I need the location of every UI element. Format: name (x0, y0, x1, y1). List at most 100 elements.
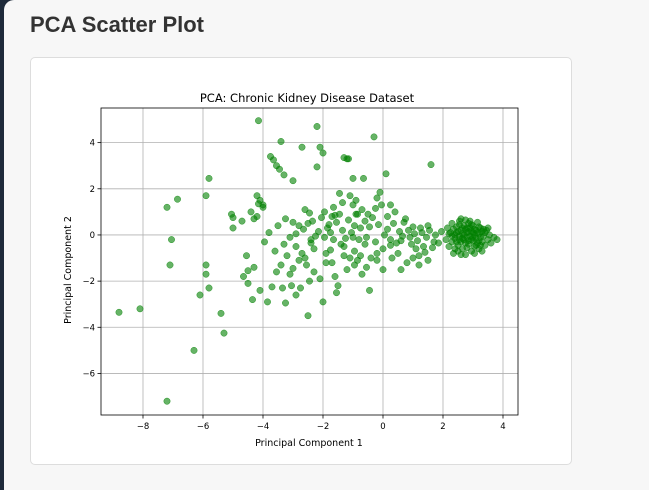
scatter-point (357, 252, 364, 260)
scatter-point (421, 248, 429, 256)
scatter-point (316, 143, 324, 151)
scatter-point (477, 241, 484, 249)
scatter-point (420, 243, 427, 250)
scatter-point (453, 229, 460, 237)
scatter-point (372, 204, 379, 212)
scatter-point (166, 261, 174, 269)
scatter-point (342, 234, 349, 242)
scatter-point (343, 266, 351, 274)
scatter-point (382, 170, 390, 178)
scatter-point (220, 329, 228, 337)
scatter-point (327, 229, 334, 237)
scatter-point (289, 218, 297, 226)
scatter-point (423, 233, 430, 241)
scatter-points (115, 117, 501, 405)
scatter-point (319, 149, 327, 157)
scatter-point (297, 284, 304, 292)
x-tick-label: 0 (380, 422, 385, 432)
scatter-point (240, 273, 247, 280)
scatter-point (448, 232, 456, 240)
scatter-point (456, 236, 463, 244)
scatter-point (351, 261, 358, 269)
x-tick-label: 4 (500, 422, 505, 432)
scatter-point (115, 308, 123, 316)
scatter-point (313, 123, 321, 130)
scatter-point (462, 239, 469, 247)
scatter-point (346, 254, 354, 262)
scatter-point (163, 203, 171, 211)
scatter-point (249, 296, 256, 304)
scatter-point (397, 266, 405, 274)
scatter-point (259, 201, 267, 209)
scatter-point (384, 213, 391, 220)
scatter-point (205, 284, 213, 292)
scatter-point (202, 270, 210, 278)
scatter-point (229, 214, 237, 222)
scatter-point (406, 233, 414, 241)
scatter-point (351, 247, 358, 255)
scatter-point (391, 208, 399, 216)
scatter-point (261, 238, 268, 246)
scatter-point (426, 226, 433, 234)
scatter-point (243, 252, 250, 260)
scatter-point (273, 268, 280, 276)
scatter-point (487, 239, 495, 247)
x-tick-label: −8 (137, 422, 150, 432)
scatter-point (405, 226, 412, 234)
scatter-point (136, 305, 144, 313)
scatter-point (279, 284, 286, 292)
scatter-point (393, 239, 400, 247)
x-tick-label: −4 (257, 422, 270, 432)
scatter-point (331, 211, 339, 219)
scatter-point (411, 230, 418, 238)
scatter-point (330, 203, 337, 211)
scatter-point (459, 224, 466, 232)
scatter-point (339, 199, 346, 207)
scatter-point (339, 226, 346, 234)
chart-card: PCA: Chronic Kidney Disease Dataset −8 −6… (30, 57, 572, 465)
scatter-point (292, 230, 300, 238)
scatter-point (280, 171, 288, 179)
scatter-point (388, 254, 396, 262)
scatter-point (376, 188, 384, 196)
y-tick-label: −2 (82, 277, 95, 287)
scatter-point (373, 194, 381, 202)
scatter-point (480, 225, 487, 233)
x-tick-label: −2 (317, 422, 330, 432)
scatter-point (387, 241, 394, 249)
scatter-point (276, 165, 283, 173)
scatter-point (381, 231, 388, 239)
scatter-point (409, 254, 417, 262)
scatter-point (174, 195, 181, 203)
scatter-point (282, 299, 289, 307)
scatter-point (322, 249, 330, 257)
scatter-point (340, 252, 348, 260)
scatter-point (295, 222, 303, 230)
scatter-point (369, 214, 376, 222)
scatter-point (399, 232, 406, 240)
scatter-point (379, 245, 387, 253)
scatter-point (286, 270, 294, 278)
scatter-point (300, 225, 307, 233)
scatter-point (387, 236, 394, 244)
scatter-point (417, 224, 424, 232)
scatter-point (414, 237, 421, 245)
pca-scatter-chart: PCA: Chronic Kidney Disease Dataset −8 −6… (63, 91, 519, 449)
scatter-point (351, 222, 358, 230)
scatter-point (313, 163, 321, 171)
scatter-point (357, 224, 364, 232)
x-tick-label: 2 (440, 422, 445, 432)
scatter-point (379, 266, 387, 274)
scatter-point (346, 192, 354, 200)
scatter-point (355, 236, 363, 244)
grid-lines (101, 108, 518, 415)
scatter-point (238, 217, 246, 225)
scatter-point (468, 236, 475, 244)
scatter-point (361, 240, 369, 248)
scatter-point (217, 309, 225, 317)
scatter-point (336, 189, 343, 197)
scatter-point (271, 247, 279, 255)
scatter-point (429, 244, 436, 252)
scatter-point (303, 261, 310, 269)
scatter-point (202, 261, 210, 269)
